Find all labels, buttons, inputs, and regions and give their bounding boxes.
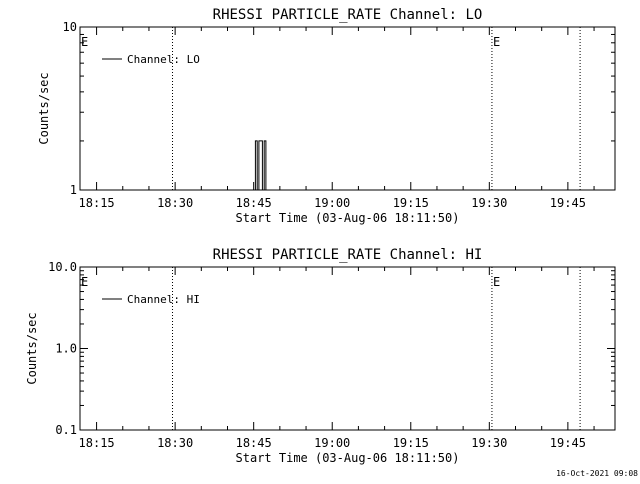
event-marker-label: E xyxy=(81,35,88,49)
x-tick-label: 18:30 xyxy=(157,436,193,450)
event-marker-label: E xyxy=(493,35,500,49)
x-tick-label: 18:15 xyxy=(79,436,115,450)
x-tick-label: 18:30 xyxy=(157,196,193,210)
legend-label: Channel: LO xyxy=(127,53,200,66)
x-tick-label: 18:15 xyxy=(79,196,115,210)
chart-title: RHESSI PARTICLE_RATE Channel: LO xyxy=(213,7,483,23)
x-tick-label: 19:45 xyxy=(550,196,586,210)
y-tick-label: 10 xyxy=(63,20,77,34)
chart-title: RHESSI PARTICLE_RATE Channel: HI xyxy=(213,247,483,263)
x-tick-label: 19:15 xyxy=(393,436,429,450)
event-marker-label: E xyxy=(81,275,88,289)
y-tick-label: 0.1 xyxy=(55,423,77,437)
y-tick-label: 1 xyxy=(70,183,77,197)
series-line xyxy=(253,140,267,191)
plot-frame xyxy=(79,26,616,191)
x-axis-label: Start Time (03-Aug-06 18:11:50) xyxy=(236,211,460,225)
legend-label: Channel: HI xyxy=(127,293,200,306)
x-tick-label: 18:45 xyxy=(236,436,272,450)
event-marker-label: E xyxy=(493,275,500,289)
x-tick-label: 18:45 xyxy=(236,196,272,210)
y-axis-label: Counts/sec xyxy=(37,72,51,144)
x-tick-label: 19:30 xyxy=(471,436,507,450)
x-axis-label: Start Time (03-Aug-06 18:11:50) xyxy=(236,451,460,465)
x-tick-label: 19:15 xyxy=(393,196,429,210)
panel-1: RHESSI PARTICLE_RATE Channel: LO 18:15 18:… xyxy=(37,7,616,225)
x-tick-label: 19:45 xyxy=(550,436,586,450)
y-axis-label: Counts/sec xyxy=(25,312,39,384)
x-tick-label: 19:30 xyxy=(471,196,507,210)
y-tick-label: 10.0 xyxy=(48,260,77,274)
y-tick-label: 1.0 xyxy=(55,342,77,356)
x-tick-label: 19:00 xyxy=(314,436,350,450)
x-tick-label: 19:00 xyxy=(314,196,350,210)
timestamp: 16-Oct-2021 09:08 xyxy=(556,469,638,478)
panel-2: RHESSI PARTICLE_RATE Channel: HI 18:15 18:… xyxy=(25,247,616,465)
